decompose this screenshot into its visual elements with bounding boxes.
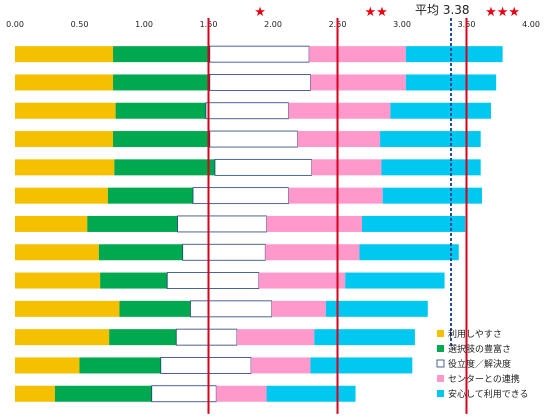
bar-segment [190,300,273,318]
x-tick-label: 0.50 [71,20,89,29]
bar-segment [382,187,482,204]
legend-swatch [437,390,444,397]
bar-segment [15,131,114,148]
bar-segment [119,300,191,317]
bar-segment [79,357,161,374]
bar-segment [177,215,267,233]
bar-segment [310,357,413,374]
bar-segment [251,357,311,374]
bar-segment [209,45,310,63]
bar-segment [297,131,381,148]
bar-segment [310,74,406,91]
bar-segment [15,187,108,204]
bar-segment [288,187,383,204]
bar-segment [15,385,55,402]
x-axis: 0.000.501.001.502.002.503.003.504.00 [6,20,540,29]
bar-segment [345,272,445,289]
bar-segment [405,46,503,63]
bar-segment [15,329,110,346]
bar-segment [325,300,428,317]
average-label: 平均 3.38 [415,3,470,17]
star-rating-label: ★ [254,5,266,20]
bar-segment [54,385,152,402]
bar-segment [114,159,215,176]
bar-segment [266,215,363,232]
x-tick-label: 1.00 [135,20,153,29]
bar-segment [236,329,315,346]
bar-segment [113,74,210,91]
bar-segment [15,300,120,317]
bar-segment [15,159,115,176]
bar-segment [288,102,391,119]
bar-segment [160,357,252,374]
x-tick-label: 2.00 [264,20,282,29]
legend-label: 利用しやすさ [448,328,502,340]
bar-segment [98,244,183,261]
x-tick-label: 4.00 [522,20,540,29]
bar-segment [205,102,289,120]
bar-segment [182,243,266,261]
bar-segment [209,74,311,91]
bar-segment [113,131,210,148]
bar-segment [115,102,206,119]
legend-label: 安心して利用できる [448,388,529,400]
bar-segment [15,102,116,119]
legend-swatch [436,359,445,368]
bar-segment [15,244,99,261]
bar-segment [314,329,415,346]
bar-segment [15,215,88,232]
bar-segment [166,272,260,289]
legend-swatch [437,345,444,352]
x-tick-label: 0.00 [6,20,24,29]
bar-segment [380,131,481,148]
bar-segment [15,272,101,289]
bar-segment [15,74,114,91]
x-tick-label: 3.00 [393,20,411,29]
bar-segment [359,244,459,261]
reference-lines [207,18,468,414]
bar-segment [309,46,406,63]
bar-segment [151,385,217,403]
bar-segment [107,187,194,204]
bar-segment [109,329,177,346]
legend-label: 選択肢の豊富さ [448,343,511,355]
legend-swatch [437,375,444,382]
star-rating-label: ★★★ [485,5,520,20]
bar-segment [390,102,492,119]
bar-segment [258,272,346,289]
bar-segment [175,328,238,346]
bar-segment [362,215,466,232]
bar-segment [209,130,298,148]
bar-segment [381,159,481,176]
bar-segment [192,187,289,205]
annotations: 平均 3.38 ★ ★★ ★★★ [254,3,520,20]
bar-segment [405,74,497,91]
legend-label: 役立度／解決度 [448,358,511,370]
bar-segment [271,300,326,317]
bar-area [15,45,503,403]
bar-segment [15,46,114,63]
bar-segment [100,272,168,289]
bar-segment [87,215,178,232]
bar-segment [265,244,360,261]
bar-segment [113,46,210,63]
bar-segment [15,357,80,374]
bar-segment [266,385,356,402]
star-rating-label: ★★ [365,5,388,20]
legend-label: センターとの連携 [448,373,520,385]
bar-segment [214,158,313,176]
legend-swatch [437,330,444,337]
bar-segment [311,159,382,176]
bar-segment [216,385,267,402]
